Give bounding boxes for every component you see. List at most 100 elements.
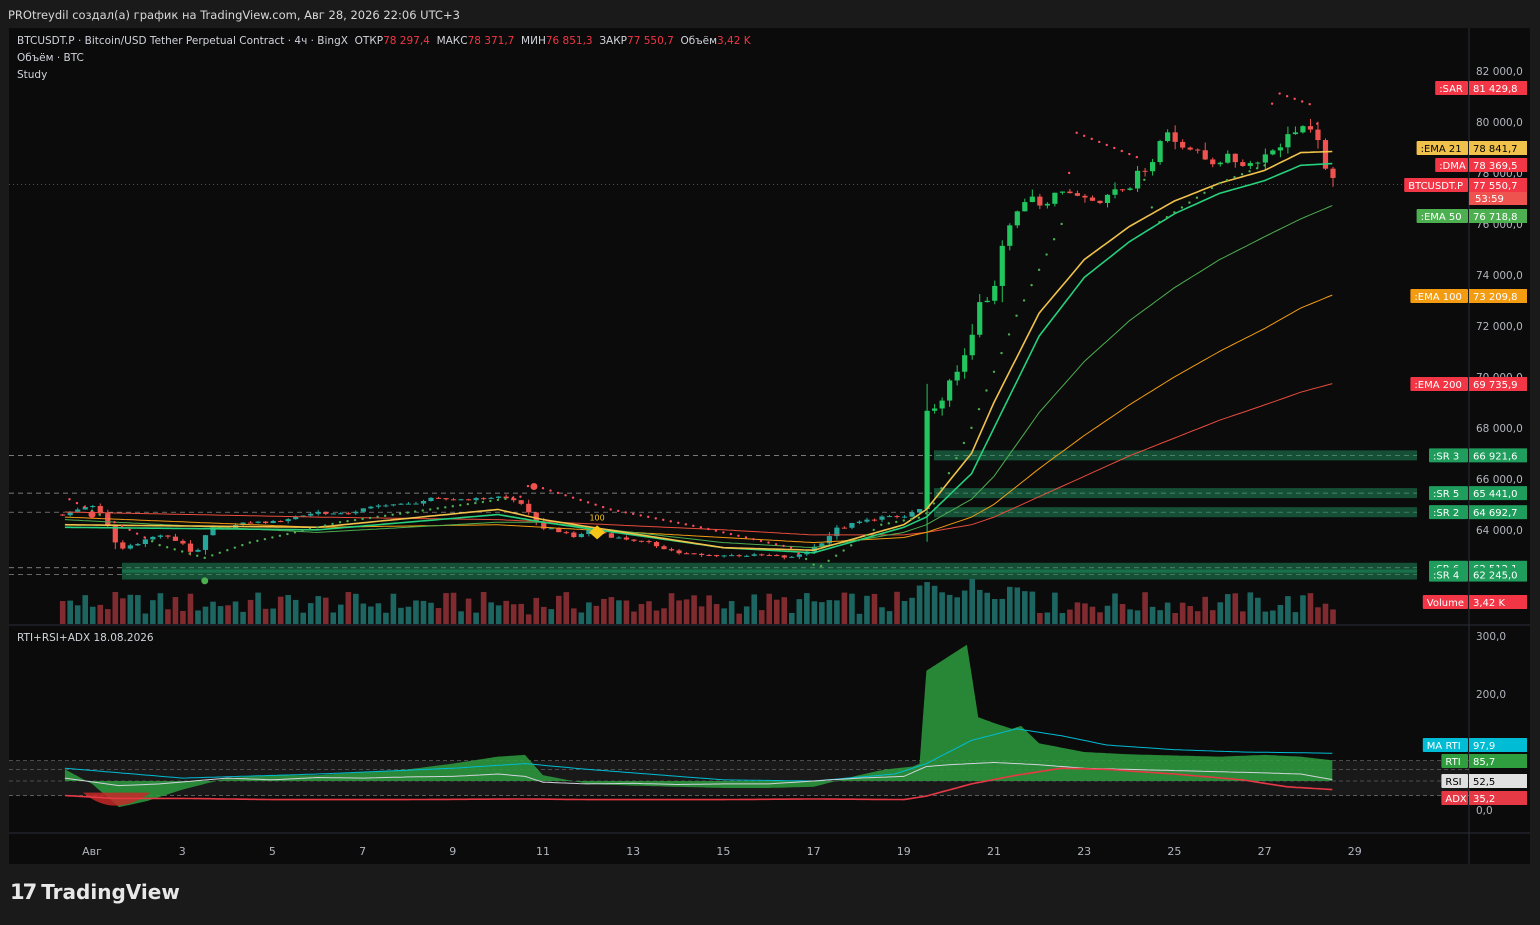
volume-bar [954, 597, 960, 624]
volume-bar [623, 600, 630, 624]
sar-dot [1000, 351, 1003, 355]
volume-bar [1179, 602, 1186, 624]
volume-bar [1149, 606, 1156, 624]
candle-body [969, 334, 975, 356]
volume-bar [713, 604, 720, 624]
volume-bar [1157, 610, 1163, 624]
candle-body [1074, 193, 1081, 196]
price-label-tag [1410, 289, 1468, 303]
sar-dot [1120, 149, 1123, 153]
sar-dot [1083, 134, 1086, 138]
candle-body [721, 555, 727, 557]
time-axis-tick: 27 [1258, 845, 1272, 858]
sar-dot [609, 508, 612, 511]
indicator-series-value: 97,9 [1473, 741, 1495, 752]
volume-bar [1119, 603, 1126, 624]
sar-dot [98, 513, 101, 516]
sr-level-tag-label: :SR 4 [1433, 571, 1459, 582]
candle-body [75, 509, 81, 512]
volume-bar [405, 606, 412, 624]
candle-body [300, 515, 306, 517]
sar-dot [947, 471, 951, 475]
candle-body [1007, 225, 1013, 246]
sar-dot [767, 541, 770, 544]
volume-bar [931, 585, 938, 624]
volume-bar [420, 600, 427, 624]
sar-dot [1173, 211, 1176, 214]
volume-legend[interactable]: Объём · BTC [17, 52, 84, 64]
volume-bar [616, 600, 622, 624]
low-label: МИН [521, 35, 546, 47]
sar-dot [338, 520, 342, 524]
tradingview-logo[interactable]: 17 TradingView [10, 880, 180, 904]
volume-bar [999, 598, 1006, 624]
volume-bar [1330, 609, 1336, 624]
sr-level-value: 65 441,0 [1473, 489, 1518, 500]
price-label-value: 81 429,8 [1473, 84, 1518, 95]
sar-dot [1135, 155, 1139, 159]
countdown-value: 53:59 [1475, 194, 1504, 205]
volume-bar [525, 614, 532, 624]
volume-bar [743, 606, 750, 624]
price-label-value: 73 209,8 [1473, 292, 1518, 303]
candle-body [1044, 203, 1050, 206]
sar-dot [391, 513, 394, 516]
volume-bar [586, 602, 592, 624]
candle-body [82, 507, 88, 510]
candle-body [383, 505, 389, 507]
study-legend[interactable]: Study [17, 69, 48, 81]
volume-bar [653, 610, 660, 624]
volume-bar [924, 582, 930, 624]
time-axis-tick: 9 [449, 845, 456, 858]
volume-bar [901, 600, 908, 624]
chart-frame[interactable]: 82 000,0 80 000,0 78 000,0 76 000,0 74 000,0… [9, 28, 1530, 864]
price-axis-tick: 74 000,0 [1476, 270, 1523, 282]
candle-body [1112, 189, 1118, 195]
candle-body [67, 511, 73, 516]
low-value: 76 851,3 [545, 35, 593, 47]
sar-dot [722, 531, 725, 534]
sar-dot [1300, 100, 1304, 103]
sar-dot [1180, 206, 1184, 209]
candle-body [623, 537, 630, 540]
candle-body [1029, 196, 1035, 203]
symbol-name[interactable]: BTCUSDT.P · Bitcoin/USD Tether Perpetual… [17, 35, 348, 47]
indicator-legend[interactable]: RTI+RSI+ADX 18.08.2026 [17, 632, 154, 644]
sar-dot [75, 501, 79, 505]
volume-bar [353, 593, 359, 624]
volume-bar [300, 612, 307, 624]
sar-dot [218, 551, 221, 554]
candle-body [631, 539, 637, 541]
volume-bar [458, 611, 464, 624]
indicator-series-value-box [1469, 754, 1527, 768]
ema200-line [64, 383, 1333, 536]
sar-dot [1225, 179, 1229, 182]
candle-body [210, 527, 216, 536]
volume-bar [195, 610, 201, 624]
volume-bar [74, 605, 81, 624]
volume-bar [961, 590, 968, 624]
sr-level-value-box [1469, 448, 1527, 463]
volume-bar [112, 591, 119, 624]
sar-dot [301, 529, 304, 532]
volume-bar [916, 585, 923, 624]
candle-body [278, 520, 284, 522]
chart-canvas[interactable]: 82 000,080 000,078 000,076 000,074 000,0… [9, 28, 1530, 864]
candle-body [871, 519, 878, 521]
volume-bar [676, 600, 682, 624]
volume-bar [1142, 592, 1148, 624]
open-value: 78 297,4 [383, 35, 430, 47]
volume-bar [706, 595, 712, 624]
sar-dot [248, 541, 252, 544]
sar-dot [1203, 191, 1206, 195]
sr-level-value: 64 692,7 [1473, 508, 1518, 519]
sar-dot [744, 536, 748, 539]
sar-dot [519, 495, 522, 498]
volume-bar [1232, 593, 1239, 624]
volume-bar [969, 578, 976, 624]
sar-dot [977, 407, 981, 411]
candle-body [834, 527, 840, 537]
volume-bar [165, 609, 171, 624]
volume-bar [285, 595, 291, 624]
sar-dot [940, 487, 943, 490]
